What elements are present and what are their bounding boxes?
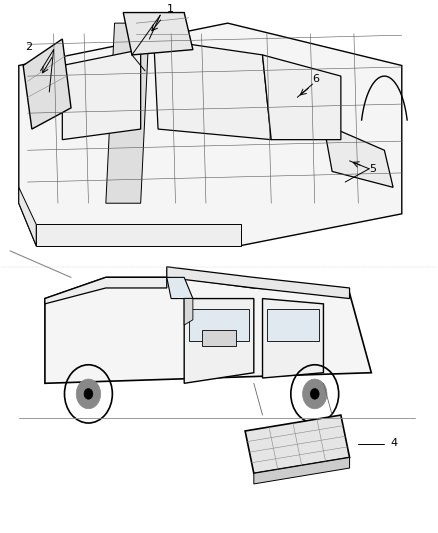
- Text: 6: 6: [313, 74, 320, 84]
- Circle shape: [311, 389, 319, 399]
- Text: 4: 4: [391, 438, 398, 448]
- Polygon shape: [184, 298, 254, 383]
- Polygon shape: [323, 124, 393, 187]
- Polygon shape: [254, 457, 350, 484]
- Polygon shape: [19, 187, 36, 246]
- Polygon shape: [188, 309, 250, 341]
- Polygon shape: [106, 23, 149, 203]
- Text: 5: 5: [369, 164, 376, 174]
- Polygon shape: [167, 267, 350, 298]
- Polygon shape: [45, 277, 167, 304]
- Circle shape: [84, 389, 93, 399]
- Text: 1: 1: [167, 4, 174, 14]
- Polygon shape: [201, 330, 237, 346]
- Polygon shape: [154, 39, 271, 140]
- Circle shape: [303, 379, 327, 409]
- Text: 2: 2: [25, 42, 32, 52]
- Polygon shape: [123, 13, 193, 55]
- Polygon shape: [267, 309, 319, 341]
- Polygon shape: [62, 50, 141, 140]
- Polygon shape: [245, 415, 350, 473]
- Polygon shape: [36, 224, 241, 246]
- Polygon shape: [167, 277, 193, 298]
- Polygon shape: [262, 55, 341, 140]
- Polygon shape: [45, 277, 371, 383]
- Circle shape: [76, 379, 101, 409]
- Polygon shape: [19, 23, 402, 246]
- Polygon shape: [184, 298, 193, 325]
- Polygon shape: [262, 298, 323, 378]
- Polygon shape: [23, 39, 71, 129]
